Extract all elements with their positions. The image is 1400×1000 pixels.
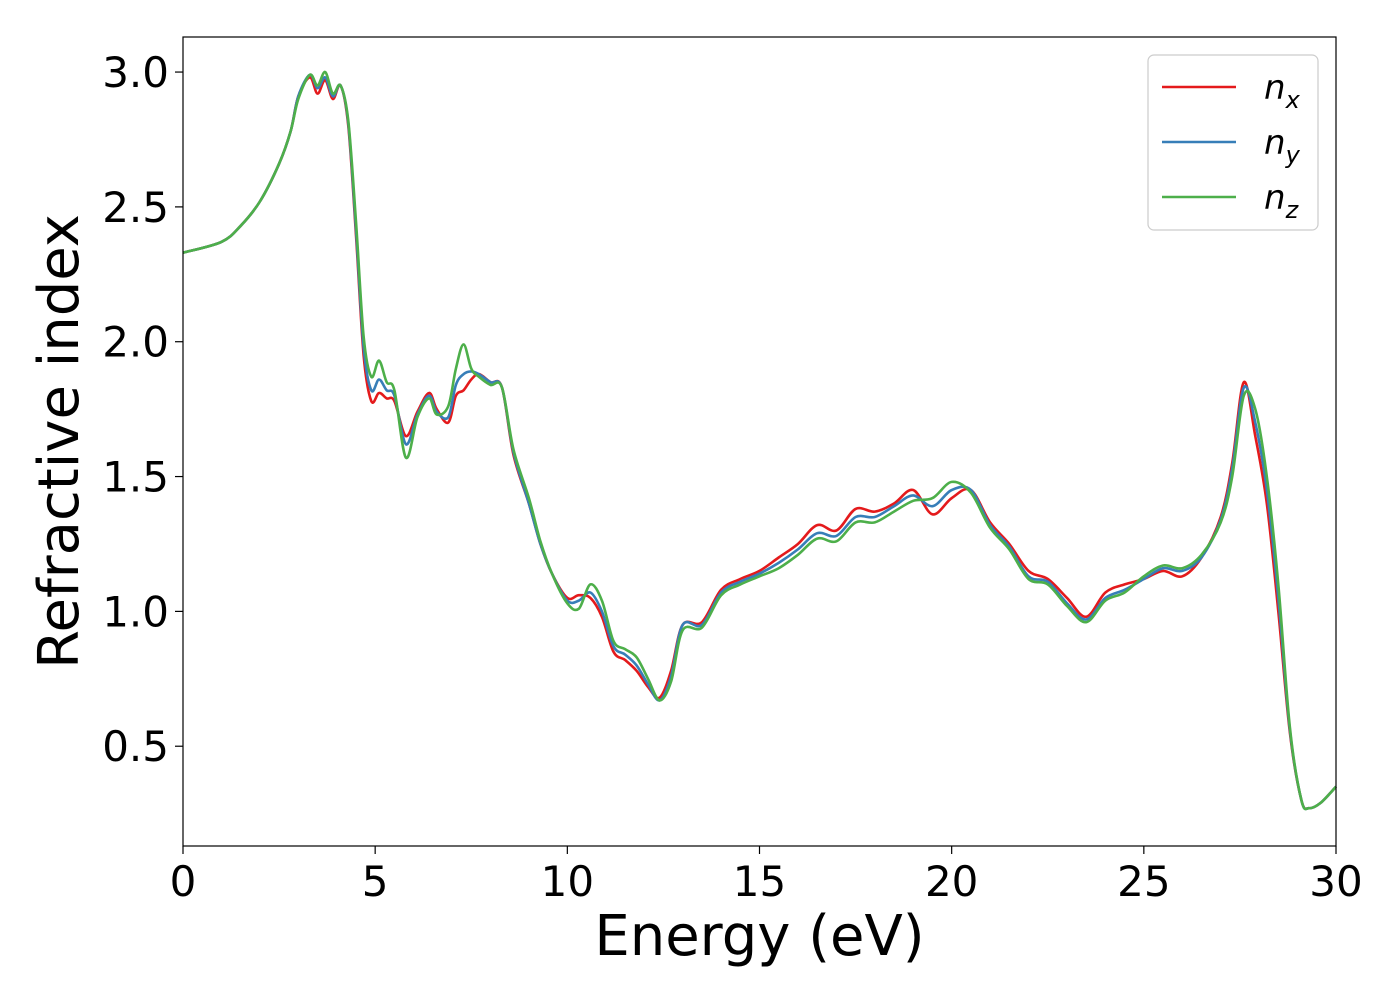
legend-entry-y: ny (1264, 123, 1301, 169)
x-tick-label: 20 (925, 857, 978, 906)
ticks: 0 5 10 15 20 25 30 0.5 1.0 1.5 2.0 2.5 3.0 (102, 48, 1363, 906)
series-line-z (182, 70, 1337, 811)
x-tick-label: 0 (170, 857, 197, 906)
y-tick-label: 2.0 (102, 318, 169, 367)
plot-lines (182, 70, 1337, 811)
x-tick-label: 15 (733, 857, 786, 906)
y-axis-label: Refractive index (27, 214, 92, 669)
y-tick-label: 1.0 (102, 587, 169, 636)
x-axis-label: Energy (eV) (594, 904, 924, 969)
x-tick-label: 30 (1309, 857, 1362, 906)
legend: nx ny nz (1147, 54, 1319, 231)
x-tick-label: 25 (1117, 857, 1170, 906)
x-tick-label: 10 (541, 857, 594, 906)
y-tick-label: 0.5 (102, 722, 169, 771)
legend-entry-x: nx (1264, 68, 1301, 114)
x-tick-label: 5 (362, 857, 389, 906)
y-tick-label: 3.0 (102, 48, 169, 97)
y-tick-label: 1.5 (102, 453, 169, 502)
legend-entry-z: nz (1264, 178, 1300, 224)
y-tick-label: 2.5 (102, 183, 169, 232)
